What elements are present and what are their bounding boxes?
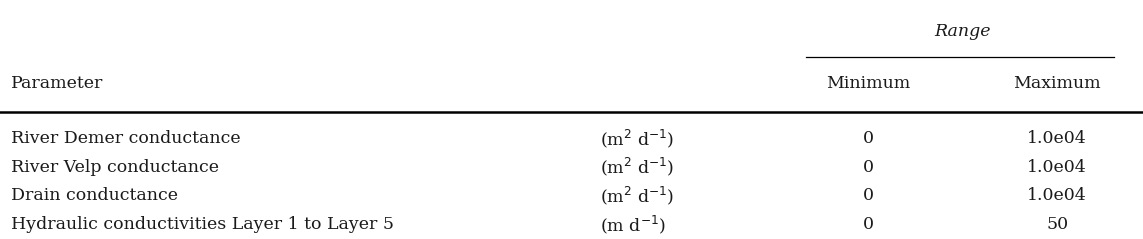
Text: (m$^2$ d$^{-1}$): (m$^2$ d$^{-1}$): [600, 185, 674, 207]
Text: (m$^2$ d$^{-1}$): (m$^2$ d$^{-1}$): [600, 127, 674, 150]
Text: Minimum: Minimum: [826, 75, 911, 92]
Text: 0: 0: [863, 159, 874, 176]
Text: Range: Range: [935, 22, 991, 40]
Text: Drain conductance: Drain conductance: [11, 187, 178, 205]
Text: (m$^2$ d$^{-1}$): (m$^2$ d$^{-1}$): [600, 156, 674, 179]
Text: Hydraulic conductivities Layer 1 to Layer 5: Hydraulic conductivities Layer 1 to Laye…: [11, 216, 394, 233]
Text: 1.0e04: 1.0e04: [1028, 130, 1087, 147]
Text: River Demer conductance: River Demer conductance: [11, 130, 241, 147]
Text: 1.0e04: 1.0e04: [1028, 187, 1087, 205]
Text: Parameter: Parameter: [11, 75, 104, 92]
Text: (m d$^{-1}$): (m d$^{-1}$): [600, 213, 666, 236]
Text: 0: 0: [863, 216, 874, 233]
Text: 50: 50: [1046, 216, 1069, 233]
Text: 1.0e04: 1.0e04: [1028, 159, 1087, 176]
Text: 0: 0: [863, 130, 874, 147]
Text: River Velp conductance: River Velp conductance: [11, 159, 219, 176]
Text: Maximum: Maximum: [1014, 75, 1101, 92]
Text: 0: 0: [863, 187, 874, 205]
